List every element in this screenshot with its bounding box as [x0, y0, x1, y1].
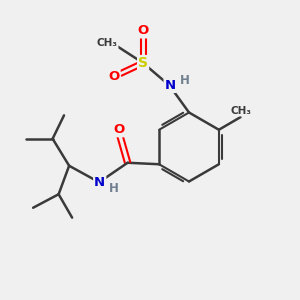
- Text: S: S: [138, 56, 148, 70]
- Text: O: O: [137, 24, 149, 38]
- Text: O: O: [108, 70, 120, 83]
- Text: N: N: [164, 79, 176, 92]
- Text: O: O: [113, 123, 124, 136]
- Text: H: H: [109, 182, 119, 195]
- Text: H: H: [180, 74, 190, 88]
- Text: CH₃: CH₃: [231, 106, 252, 116]
- Text: CH₃: CH₃: [97, 38, 118, 49]
- Text: N: N: [94, 176, 105, 189]
